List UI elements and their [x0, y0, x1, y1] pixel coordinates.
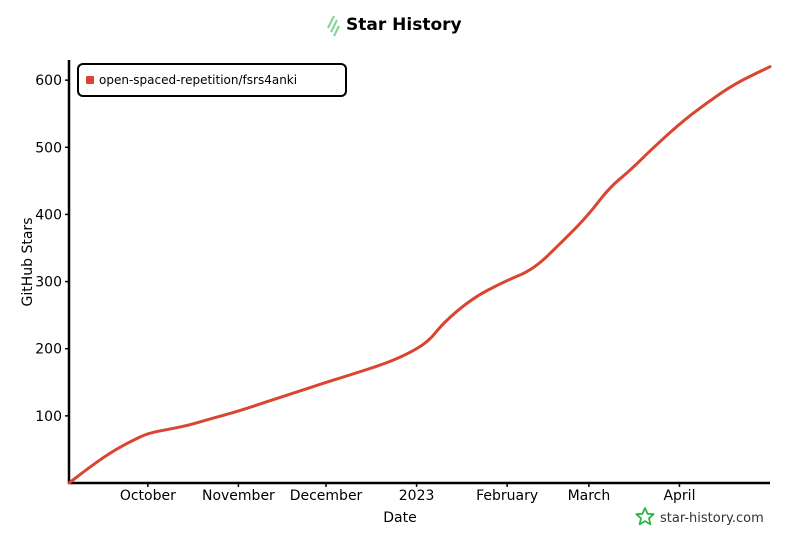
x-tick-label: 2023: [399, 488, 435, 504]
x-tick-label: December: [290, 488, 363, 504]
y-axis-label: GitHub Stars: [20, 218, 36, 307]
legend: open-spaced-repetition/fsrs4anki: [77, 63, 347, 97]
y-tick-label: 600: [35, 73, 62, 89]
legend-swatch: [86, 76, 94, 84]
watermark-text: star-history.com: [660, 511, 764, 526]
legend-label: open-spaced-repetition/fsrs4anki: [99, 73, 297, 87]
x-tick-label: October: [120, 488, 176, 504]
star-icon: [635, 507, 655, 526]
x-tick-label: February: [476, 488, 538, 504]
x-ticks: October November December 2023 February March…: [120, 483, 695, 504]
series-line: [67, 65, 772, 485]
chart-header: Star History: [327, 15, 462, 37]
y-tick-label: 500: [35, 140, 62, 156]
x-tick-label: April: [663, 488, 695, 504]
chart-title: Star History: [346, 15, 462, 35]
x-tick-label: March: [568, 488, 611, 504]
y-tick-label: 200: [35, 342, 62, 358]
y-ticks: 100 200 300 400 500 600: [35, 73, 69, 425]
legend-box: [77, 63, 347, 97]
axes: [67, 60, 770, 485]
y-tick-label: 100: [35, 409, 62, 425]
star-history-logo-icon: [327, 15, 340, 37]
x-axis-label: Date: [383, 510, 416, 526]
x-tick-label: November: [202, 488, 275, 504]
series-layer: [67, 65, 772, 485]
watermark: star-history.com: [635, 507, 764, 526]
y-tick-label: 300: [35, 275, 62, 291]
y-tick-label: 400: [35, 207, 62, 223]
